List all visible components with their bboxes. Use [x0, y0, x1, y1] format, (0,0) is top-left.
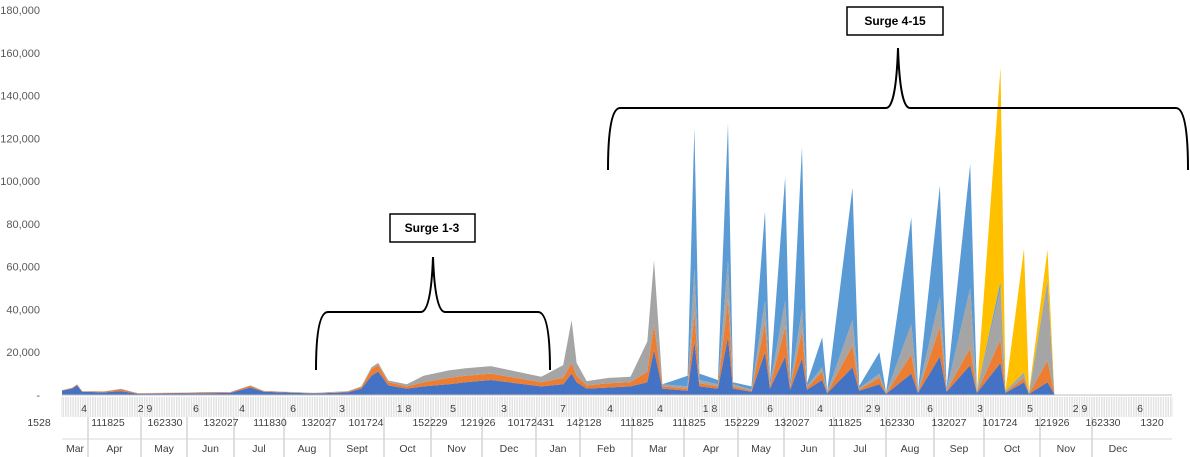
- day-label-row2: 152229: [724, 417, 759, 429]
- chart-areas: [62, 67, 1055, 395]
- day-label-row1: 3: [501, 403, 507, 415]
- y-tick-label: 60,000: [6, 262, 40, 274]
- day-label-row1: 1 8: [703, 403, 718, 415]
- month-label: Sep: [950, 443, 969, 455]
- month-label: Sept: [346, 443, 368, 455]
- day-label-row1: 4: [657, 403, 663, 415]
- y-tick-label: 160,000: [0, 48, 40, 60]
- day-label-row2: 162330: [1085, 417, 1120, 429]
- day-label-row2: 1320: [1140, 417, 1164, 429]
- month-label: Jul: [252, 443, 265, 455]
- y-tick-label: 120,000: [0, 133, 40, 145]
- month-label: Feb: [597, 443, 615, 455]
- day-label-row1: 2 9: [1073, 403, 1088, 415]
- day-label-row2: 132027: [931, 417, 966, 429]
- day-label-row1: 6: [193, 403, 199, 415]
- surge-4-15-callout: Surge 4-15: [846, 6, 944, 36]
- month-label: Nov: [447, 443, 466, 455]
- day-label-row1: 5: [450, 403, 456, 415]
- day-label-row2: 142128: [566, 417, 601, 429]
- month-label: Jan: [550, 443, 567, 455]
- y-tick-label: 140,000: [0, 91, 40, 103]
- y-tick-label: 20,000: [6, 347, 40, 359]
- y-tick-label: 180,000: [0, 5, 40, 17]
- month-label: Oct: [1004, 443, 1020, 455]
- series-area-1: [62, 337, 1055, 395]
- day-label-row2: 111825: [91, 417, 125, 429]
- day-label-row1: 2 9: [138, 403, 153, 415]
- surge-1-3-callout: Surge 1-3: [389, 213, 476, 243]
- day-label-row2: 162330: [147, 417, 182, 429]
- month-label: Jul: [853, 443, 866, 455]
- month-label: Oct: [399, 443, 415, 455]
- day-label-row2: 111825: [828, 417, 862, 429]
- month-label: Apr: [703, 443, 720, 455]
- day-label-row1: 6: [1137, 403, 1143, 415]
- day-label-row2: 152229: [412, 417, 447, 429]
- day-label-row2: 111825: [672, 417, 706, 429]
- month-label: Dec: [500, 443, 519, 455]
- day-label-row2: 101724: [982, 417, 1017, 429]
- month-label: Dec: [1109, 443, 1128, 455]
- day-label-row2: 162330: [879, 417, 914, 429]
- day-ticks: [61, 397, 1173, 417]
- day-label-row2: 1528: [27, 417, 51, 429]
- day-label-row1: 4: [817, 403, 823, 415]
- day-label-row1: 6: [290, 403, 296, 415]
- month-label: Mar: [649, 443, 668, 455]
- day-label-row1: 1 8: [397, 403, 412, 415]
- day-label-row1: 2 9: [866, 403, 881, 415]
- y-tick-label: 40,000: [6, 304, 40, 316]
- month-label: May: [751, 443, 772, 455]
- day-label-row2: 132027: [301, 417, 336, 429]
- day-label-row2: 111825: [620, 417, 654, 429]
- day-label-row2: 132027: [203, 417, 238, 429]
- day-label-row1: 5: [1027, 403, 1033, 415]
- day-label-row1: 3: [339, 403, 345, 415]
- month-label: Mar: [66, 443, 85, 455]
- day-label-row1: 7: [560, 403, 566, 415]
- surge-brackets: [315, 47, 1189, 371]
- month-label: Aug: [298, 443, 317, 455]
- month-label: May: [154, 443, 175, 455]
- y-tick-label: 80,000: [6, 219, 40, 231]
- day-label-row1: 6: [927, 403, 933, 415]
- month-label: Aug: [901, 443, 920, 455]
- x-axis: Mar Apr May Jun Jul Aug Sept Oct Nov Dec Jan Feb Mar…: [27, 394, 1173, 457]
- surge-4-15-bracket: [607, 47, 1189, 171]
- y-axis: - 20,000 40,000 60,000 80,000 100,000 120,000 1…: [0, 5, 40, 402]
- y-tick-label: -: [36, 390, 40, 402]
- day-label-row1: 4: [239, 403, 245, 415]
- surge-1-3-bracket: [315, 256, 551, 371]
- day-label-row1: 6: [767, 403, 773, 415]
- month-label: Jun: [202, 443, 219, 455]
- surge-4-15-label: Surge 4-15: [864, 14, 926, 28]
- day-label-row2: 111830: [253, 417, 287, 429]
- month-label: Apr: [106, 443, 123, 455]
- day-label-row2: 121926: [1034, 417, 1069, 429]
- day-label-row2: 10172431: [508, 417, 555, 429]
- surge-1-3-label: Surge 1-3: [405, 221, 460, 235]
- day-label-row2: 132027: [774, 417, 809, 429]
- day-label-row1: 4: [607, 403, 613, 415]
- month-label: Nov: [1057, 443, 1076, 455]
- month-label: Jun: [801, 443, 818, 455]
- day-label-row1: 3: [977, 403, 983, 415]
- y-tick-label: 100,000: [0, 176, 40, 188]
- day-label-row2: 101724: [348, 417, 383, 429]
- day-label-row2: 121926: [460, 417, 495, 429]
- day-label-row1: 4: [81, 403, 87, 415]
